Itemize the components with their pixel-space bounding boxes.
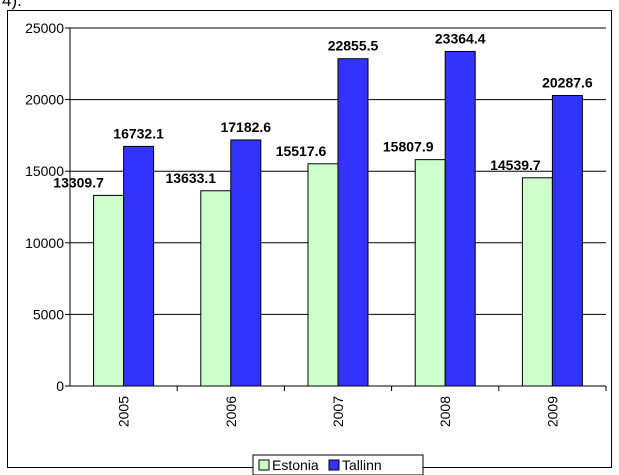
data-label: 16732.1	[113, 125, 164, 141]
data-label: 15517.6	[276, 143, 327, 159]
legend-swatch-estonia	[258, 459, 270, 471]
legend-swatch-tallinn	[328, 459, 340, 471]
bars	[93, 50, 583, 387]
bar-estonia-2007	[307, 163, 339, 387]
bar-estonia-2009	[521, 177, 553, 387]
bar-estonia-2008	[414, 159, 446, 387]
caption-fragment: 4).	[2, 0, 22, 10]
bar-tallinn-2009	[551, 94, 583, 387]
bar-tallinn-2007	[337, 58, 369, 387]
bar-estonia-2006	[200, 190, 232, 387]
data-label: 15807.9	[383, 139, 434, 155]
y-tick-label: 0	[56, 378, 64, 394]
data-label: 23364.4	[435, 30, 486, 46]
data-label: 14539.7	[490, 157, 541, 173]
legend: Estonia Tallinn	[252, 454, 424, 475]
data-label: 22855.5	[328, 38, 379, 54]
x-tick-label: 2005	[116, 396, 132, 427]
data-label: 20287.6	[542, 74, 593, 90]
legend-label-estonia: Estonia	[272, 457, 319, 473]
y-tick-label: 5000	[33, 306, 64, 322]
x-tick-label: 2008	[437, 396, 453, 427]
bar-tallinn-2006	[230, 139, 262, 387]
bar-tallinn-2005	[123, 145, 155, 387]
y-tick-label: 15000	[25, 163, 64, 179]
y-tick-label: 10000	[25, 235, 64, 251]
data-label: 13309.7	[53, 174, 104, 190]
x-tick-label: 2007	[330, 396, 346, 427]
axes: 0 5000 10000 15000 20000 25000 2005 2006 2007 200…	[25, 20, 607, 427]
data-labels: 13309.7 16732.1 13633.1 17182.6 15517.6 22855…	[53, 30, 593, 190]
data-label: 13633.1	[165, 170, 216, 186]
bar-estonia-2005	[93, 194, 125, 387]
data-label: 17182.6	[220, 119, 271, 135]
bar-tallinn-2008	[444, 50, 476, 387]
y-tick-label: 20000	[25, 92, 64, 108]
x-tick-label: 2006	[223, 396, 239, 427]
y-tick-label: 25000	[25, 20, 64, 36]
legend-label-tallinn: Tallinn	[342, 457, 382, 473]
x-tick-label: 2009	[544, 396, 560, 427]
